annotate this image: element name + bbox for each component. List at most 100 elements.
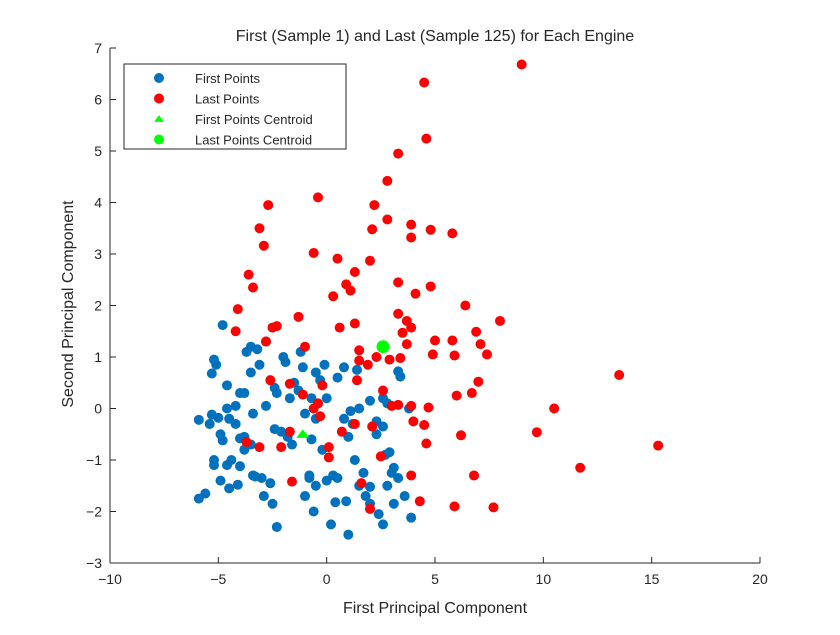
last-point bbox=[365, 255, 375, 266]
first-point bbox=[339, 413, 349, 424]
last-point bbox=[297, 389, 308, 400]
last-point bbox=[419, 419, 430, 430]
last-point bbox=[349, 418, 360, 429]
first-point bbox=[230, 400, 241, 411]
first-point bbox=[287, 439, 297, 450]
first-point bbox=[206, 368, 217, 379]
first-point bbox=[388, 498, 399, 509]
y-tick-label: 1 bbox=[94, 349, 102, 365]
last-point bbox=[254, 223, 265, 234]
first-point bbox=[222, 380, 232, 391]
first-point bbox=[393, 473, 404, 484]
legend-label-first-point: First Points bbox=[195, 71, 261, 86]
last-point bbox=[248, 282, 258, 293]
first-point bbox=[319, 359, 330, 370]
last-point bbox=[575, 462, 586, 473]
last-point bbox=[449, 501, 460, 512]
series-first-points-centroid bbox=[296, 429, 310, 438]
last-point bbox=[308, 403, 319, 414]
first-point bbox=[206, 409, 217, 420]
first-point bbox=[258, 491, 269, 502]
first-point bbox=[254, 359, 265, 370]
last-point bbox=[421, 438, 432, 449]
x-axis: −10 −5 0 5 10 15 20 bbox=[98, 557, 768, 587]
first-point bbox=[341, 496, 352, 507]
last-point bbox=[362, 359, 373, 370]
first-point bbox=[222, 460, 232, 471]
y-tick-label: 2 bbox=[94, 298, 102, 314]
last-point bbox=[495, 315, 505, 326]
y-tick-label: 4 bbox=[94, 195, 102, 211]
last-point bbox=[488, 502, 499, 513]
last-point bbox=[265, 375, 276, 386]
last-point bbox=[293, 311, 304, 322]
last-point bbox=[406, 322, 417, 333]
last-point bbox=[406, 470, 417, 481]
y-tick-label: 6 bbox=[94, 92, 102, 108]
chart-title: First (Sample 1) and Last (Sample 125) f… bbox=[236, 28, 635, 45]
x-tick-label: −5 bbox=[210, 571, 226, 587]
last-point bbox=[393, 277, 404, 288]
first-point bbox=[204, 418, 215, 429]
first-point bbox=[224, 483, 235, 494]
last-point bbox=[406, 400, 417, 411]
first-point bbox=[217, 435, 228, 446]
last-point bbox=[653, 440, 664, 451]
last-point bbox=[471, 326, 482, 337]
last-point bbox=[354, 355, 365, 366]
first-point bbox=[371, 429, 382, 440]
last-point bbox=[460, 300, 471, 311]
last-point bbox=[352, 375, 362, 386]
last-point bbox=[408, 416, 419, 427]
legend-marker-first-points-centroid bbox=[154, 115, 164, 122]
last-point bbox=[482, 349, 492, 360]
last-point bbox=[284, 426, 295, 437]
last-point bbox=[276, 442, 287, 453]
first-point bbox=[310, 367, 321, 378]
last-point bbox=[315, 411, 326, 422]
last-point bbox=[473, 376, 484, 387]
first-point bbox=[406, 512, 417, 523]
last-points-centroid bbox=[376, 340, 390, 354]
first-point bbox=[373, 509, 384, 520]
last-point bbox=[313, 192, 323, 203]
last-point bbox=[382, 214, 393, 225]
last-point bbox=[271, 321, 282, 332]
last-point bbox=[243, 269, 254, 280]
last-point bbox=[406, 219, 417, 230]
legend-label-first-points-centroid: First Points Centroid bbox=[195, 112, 313, 127]
first-point bbox=[267, 498, 278, 509]
first-point bbox=[232, 479, 243, 490]
legend: First Points Last Points First Points Cent… bbox=[123, 63, 347, 150]
y-tick-label: 0 bbox=[94, 401, 102, 417]
plot-area bbox=[193, 59, 664, 540]
first-point bbox=[235, 461, 245, 472]
first-point bbox=[193, 414, 204, 425]
last-point bbox=[393, 148, 404, 159]
first-point bbox=[271, 521, 282, 532]
last-point bbox=[241, 436, 252, 447]
first-point bbox=[248, 408, 258, 419]
last-point bbox=[332, 253, 343, 264]
last-point bbox=[466, 388, 477, 399]
last-point bbox=[365, 503, 375, 514]
first-point bbox=[250, 471, 261, 482]
last-point bbox=[232, 304, 243, 315]
last-point bbox=[469, 470, 479, 481]
last-point bbox=[349, 318, 360, 329]
first-point bbox=[222, 403, 232, 414]
last-point bbox=[258, 240, 269, 251]
first-point bbox=[209, 460, 219, 471]
last-point bbox=[423, 402, 434, 413]
last-point bbox=[516, 59, 527, 70]
x-tick-label: −10 bbox=[98, 571, 122, 587]
last-point bbox=[384, 354, 395, 365]
last-point bbox=[397, 327, 408, 338]
last-point bbox=[336, 426, 347, 437]
first-point bbox=[332, 473, 343, 484]
legend-marker-last-point bbox=[154, 93, 164, 104]
first-point bbox=[358, 467, 369, 478]
first-point bbox=[193, 493, 204, 504]
series-last-point bbox=[230, 59, 664, 514]
last-point bbox=[334, 322, 345, 333]
